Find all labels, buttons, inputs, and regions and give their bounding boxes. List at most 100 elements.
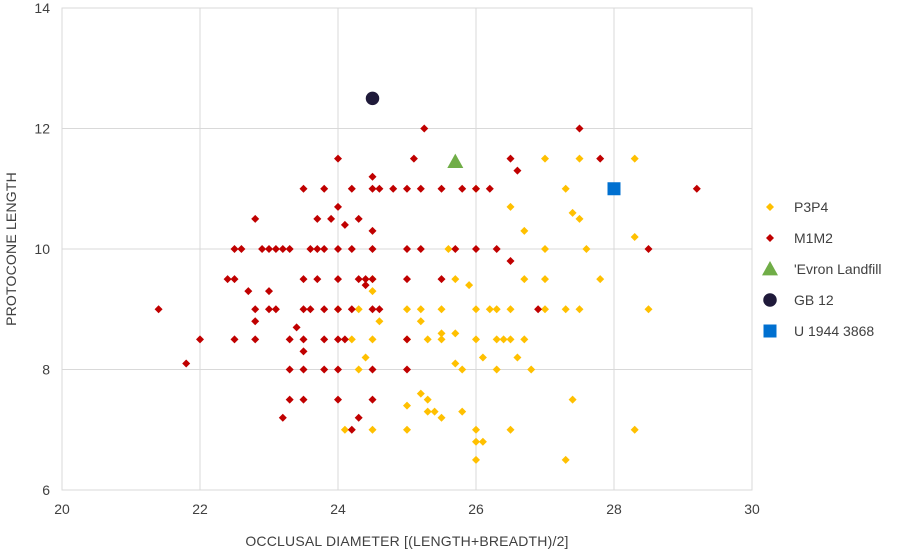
series-gb-12 xyxy=(365,91,380,106)
legend-label-m1m2: M1M2 xyxy=(794,230,833,246)
tick-labels: 20 22 24 26 28 30 6 8 10 12 14 xyxy=(34,0,760,517)
legend-item-m1m2: M1M2 xyxy=(766,230,833,246)
data-point-m1m2 xyxy=(320,245,329,253)
data-point-m1m2 xyxy=(271,305,280,314)
data-point-m1m2 xyxy=(230,245,239,253)
data-point-m1m2 xyxy=(347,305,356,314)
data-point-m1m2 xyxy=(334,275,342,284)
data-point-p3p4 xyxy=(492,335,501,344)
data-point-m1m2 xyxy=(403,245,411,253)
data-point-m1m2 xyxy=(334,365,342,374)
data-point-m1m2 xyxy=(389,184,398,193)
data-point-m1m2 xyxy=(265,305,273,314)
data-point-m1m2 xyxy=(237,245,246,253)
data-point-p3p4 xyxy=(375,317,384,326)
data-point-m1m2 xyxy=(368,184,377,193)
data-point-m1m2 xyxy=(251,305,260,314)
data-point-p3p4 xyxy=(568,395,577,404)
data-point-m1m2 xyxy=(361,281,370,290)
data-point-m1m2 xyxy=(506,154,515,163)
data-point-evron-landfill xyxy=(447,153,464,169)
data-point-m1m2 xyxy=(403,184,411,193)
data-point-m1m2 xyxy=(196,335,204,344)
data-point-p3p4 xyxy=(520,275,529,284)
data-point-m1m2 xyxy=(320,365,329,374)
data-point-m1m2 xyxy=(299,184,308,193)
data-point-m1m2 xyxy=(368,226,377,235)
data-point-m1m2 xyxy=(299,347,308,356)
data-point-p3p4 xyxy=(478,437,487,446)
data-point-p3p4 xyxy=(354,365,363,374)
data-point-p3p4 xyxy=(520,226,529,235)
y-axis-label: PROTOCONE LENGTH xyxy=(3,172,19,326)
data-point-p3p4 xyxy=(492,305,501,314)
data-point-m1m2 xyxy=(347,184,356,193)
data-point-m1m2 xyxy=(271,245,280,253)
data-point-m1m2 xyxy=(368,275,377,284)
data-point-m1m2 xyxy=(223,275,232,284)
data-point-m1m2 xyxy=(306,245,315,253)
data-point-m1m2 xyxy=(420,124,429,133)
legend-marker-p3p4 xyxy=(766,203,774,211)
legend-marker-gb-12 xyxy=(763,293,777,307)
data-point-p3p4 xyxy=(403,401,411,410)
data-point-p3p4 xyxy=(472,455,480,464)
data-point-p3p4 xyxy=(520,335,529,344)
legend-item-p3p4: P3P4 xyxy=(766,199,828,215)
data-point-m1m2 xyxy=(472,245,480,253)
x-axis-label: OCCLUSAL DIAMETER [(LENGTH+BREADTH)/2] xyxy=(245,533,568,549)
data-point-m1m2 xyxy=(340,220,349,229)
data-point-p3p4 xyxy=(451,275,460,284)
data-point-p3p4 xyxy=(444,245,453,253)
data-point-p3p4 xyxy=(437,335,446,344)
data-point-m1m2 xyxy=(534,305,543,314)
data-point-p3p4 xyxy=(541,275,549,284)
data-point-m1m2 xyxy=(347,245,356,253)
data-point-m1m2 xyxy=(361,275,370,284)
data-point-p3p4 xyxy=(458,407,467,416)
data-point-m1m2 xyxy=(403,275,411,284)
data-point-m1m2 xyxy=(368,305,377,314)
data-point-m1m2 xyxy=(437,184,446,193)
data-point-m1m2 xyxy=(403,365,411,374)
data-point-p3p4 xyxy=(437,413,446,422)
data-point-m1m2 xyxy=(265,245,273,253)
data-point-m1m2 xyxy=(258,245,267,253)
y-tick-label: 12 xyxy=(34,121,50,137)
legend-item-gb-12: GB 12 xyxy=(763,292,834,308)
data-point-m1m2 xyxy=(285,395,294,404)
data-point-p3p4 xyxy=(561,455,570,464)
x-tick-label: 24 xyxy=(330,501,346,517)
data-point-p3p4 xyxy=(630,232,639,241)
data-point-p3p4 xyxy=(541,305,549,314)
data-point-m1m2 xyxy=(575,124,584,133)
legend-label-gb-12: GB 12 xyxy=(794,292,834,308)
series-evron-landfill xyxy=(447,153,464,169)
data-point-p3p4 xyxy=(368,287,377,296)
data-point-m1m2 xyxy=(299,365,308,374)
legend-marker-evron-landfill xyxy=(762,261,778,276)
legend-marker-m1m2 xyxy=(766,234,774,242)
data-point-p3p4 xyxy=(499,335,508,344)
x-tick-label: 30 xyxy=(744,501,760,517)
data-point-m1m2 xyxy=(278,245,287,253)
data-point-m1m2 xyxy=(368,172,377,181)
data-point-m1m2 xyxy=(354,275,363,284)
legend-item-u-1944-3868: U 1944 3868 xyxy=(763,323,874,339)
data-point-p3p4 xyxy=(485,305,494,314)
data-point-p3p4 xyxy=(403,425,411,434)
data-point-p3p4 xyxy=(527,365,536,374)
legend: P3P4 M1M2 'Evron Landfill GB 12 U 1944 3868 xyxy=(762,199,882,339)
x-tick-label: 28 xyxy=(606,501,622,517)
data-point-m1m2 xyxy=(320,335,329,344)
data-point-m1m2 xyxy=(403,335,411,344)
data-point-m1m2 xyxy=(299,305,308,314)
data-point-p3p4 xyxy=(354,305,363,314)
data-point-m1m2 xyxy=(313,275,322,284)
data-point-p3p4 xyxy=(472,335,480,344)
data-point-p3p4 xyxy=(575,305,584,314)
data-point-p3p4 xyxy=(630,425,639,434)
x-tick-label: 20 xyxy=(54,501,70,517)
data-point-p3p4 xyxy=(630,154,639,163)
data-point-m1m2 xyxy=(416,245,425,253)
